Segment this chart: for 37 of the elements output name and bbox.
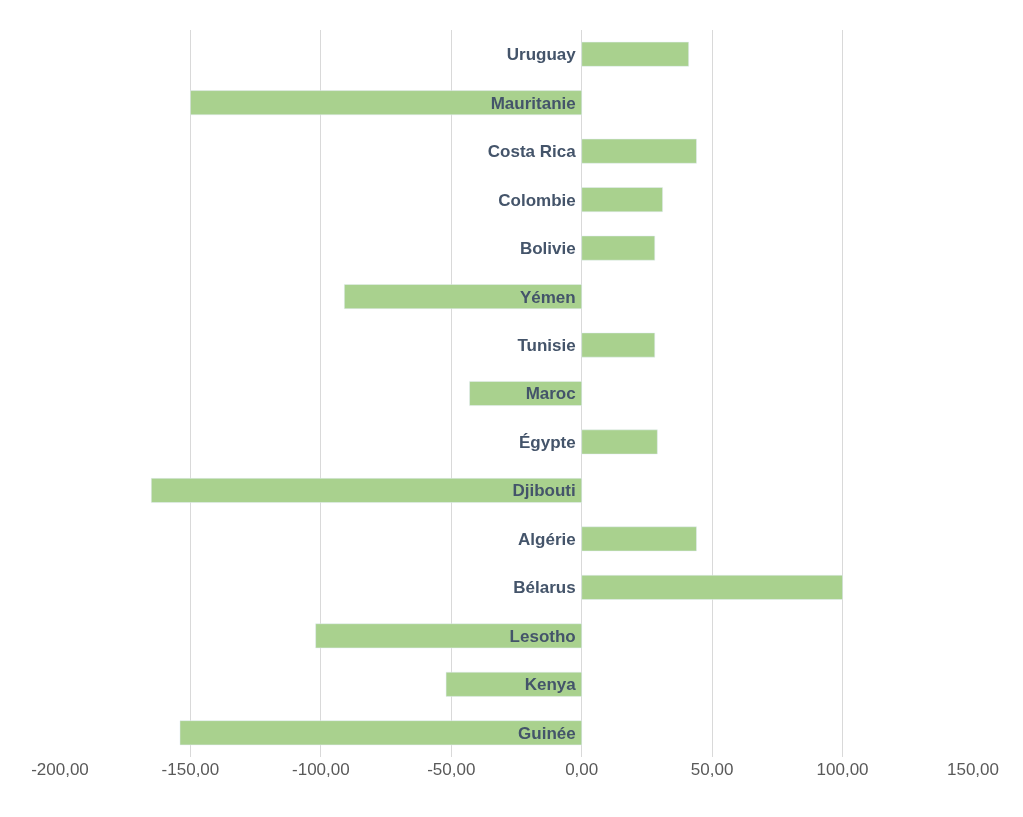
x-tick-label: -100,00 [292,760,350,779]
bar [581,429,658,455]
x-tick-label: -200,00 [31,760,89,779]
y-tick-label: Maroc [525,384,576,404]
bar [151,478,582,503]
y-tick-label: Bélarus [513,578,576,598]
y-tick-label: Uruguay [506,45,577,65]
bar [344,284,582,309]
bar [190,90,582,116]
x-tick-label: 150,00 [947,760,999,779]
y-tick-label: Costa Rica [487,142,577,162]
bar [581,235,655,261]
y-tick-label: Djibouti [512,481,576,501]
x-tick-label: -50,00 [427,760,476,779]
bar [581,187,663,212]
bar [581,138,697,164]
bar [581,526,697,552]
bar [315,623,582,649]
x-tick-label: 0,00 [565,760,599,779]
bar [581,332,655,358]
y-tick-label: Yémen [519,287,576,307]
y-tick-label: Égypte [519,432,576,452]
y-tick-label: Bolivie [519,239,576,259]
y-tick-label: Colombie [498,190,576,210]
bar [581,41,689,67]
x-tick-label: 50,00 [690,760,734,779]
y-tick-label: Mauritanie [490,93,576,113]
bar [581,575,843,600]
y-tick-label: Tunisie [517,335,576,355]
y-tick-label: Algérie [518,529,576,549]
y-tick-label: Kenya [524,675,577,695]
x-tick-label: -150,00 [161,760,220,779]
bar [445,671,582,697]
bar [179,720,582,746]
y-tick-label: Guinée [518,723,576,743]
y-tick-label: Lesotho [509,626,576,646]
x-tick-label: 100,00 [816,760,869,779]
